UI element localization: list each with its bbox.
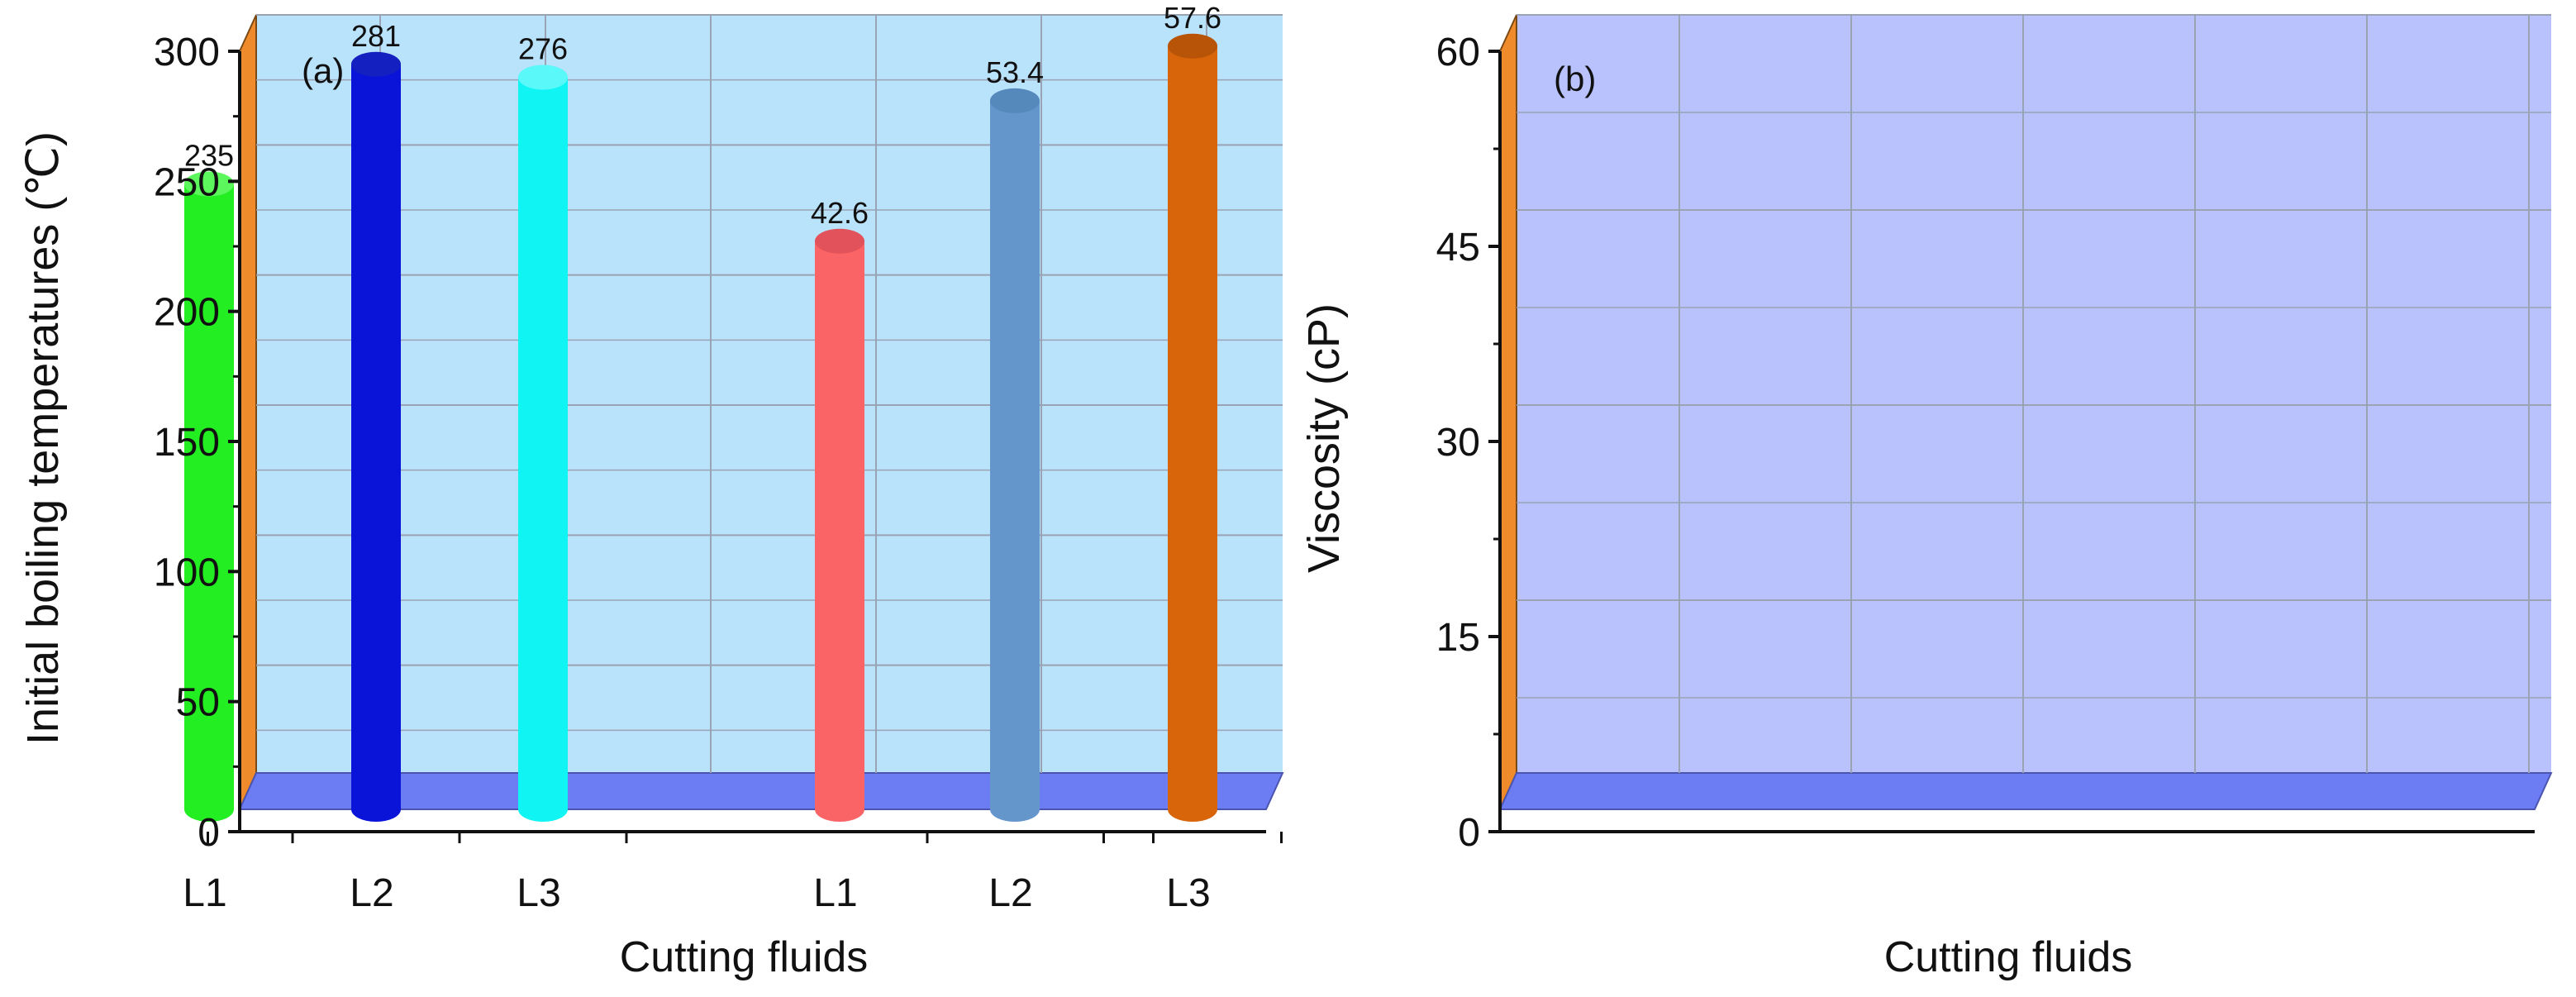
chart-panel-b: 42.6 53.4 57.6 0 15 30 45 60 L1 L2 L3 (b) Cuttin… — [811, 1, 2553, 981]
side-wall — [1499, 14, 1517, 810]
bar-body — [815, 241, 864, 822]
bar-L3 — [518, 64, 568, 822]
y-tick-label: 250 — [154, 160, 220, 204]
y-tick-label: 45 — [1436, 226, 1480, 270]
y-tick-label: 150 — [154, 421, 220, 465]
bar-value-labels: 235 281 276 — [184, 19, 568, 173]
bar-L1 — [184, 171, 234, 822]
x-tick-label: L3 — [1166, 871, 1210, 915]
bar-L1 — [815, 228, 864, 822]
panel-label: (b) — [1554, 60, 1596, 98]
x-tick-label: L2 — [988, 871, 1032, 915]
bar-body — [990, 100, 1040, 823]
x-axis-label: Cutting fluids — [1884, 933, 2133, 981]
bars — [184, 51, 568, 822]
bar-value-label: 281 — [351, 19, 401, 53]
y-tick-label: 15 — [1436, 616, 1480, 660]
x-ticks: L1 L2 L3 — [183, 832, 628, 915]
bar-top — [184, 171, 234, 197]
grid-lines — [256, 14, 1283, 773]
y-ticks: 0 15 30 45 60 — [1436, 31, 1500, 855]
x-ticks: L1 L2 L3 — [813, 832, 1283, 915]
x-axis-label: Cutting fluids — [620, 933, 869, 981]
y-tick-label: 300 — [154, 31, 220, 74]
bar-value-label: 53.4 — [986, 55, 1044, 89]
y-tick-label: 0 — [1458, 811, 1480, 855]
y-tick-label: 100 — [154, 551, 220, 594]
bar-value-label: 42.6 — [811, 196, 869, 230]
bar-top — [518, 64, 568, 90]
bars — [815, 33, 1217, 823]
bar-top — [815, 228, 864, 254]
y-ticks: 050100150200250300 — [154, 31, 240, 855]
panel-label: (a) — [302, 51, 344, 90]
x-tick-label: L1 — [813, 871, 857, 915]
y-axis-label: Initial boiling temperatures (℃) — [18, 131, 68, 745]
bar-top — [990, 88, 1040, 113]
back-wall — [1517, 15, 2551, 773]
y-axis-label: Viscosity (cP) — [1299, 303, 1349, 573]
bar-L2 — [351, 51, 401, 822]
bar-body — [351, 64, 401, 822]
bar-L2 — [990, 88, 1040, 823]
bar-body — [1168, 45, 1217, 822]
bar-value-labels: 42.6 53.4 57.6 — [811, 1, 1221, 230]
x-tick-label: L1 — [183, 871, 226, 915]
bar-top — [351, 51, 401, 77]
bar-value-label: 57.6 — [1164, 1, 1221, 35]
y-tick-label: 200 — [154, 291, 220, 335]
x-tick-label: L2 — [350, 871, 393, 915]
bar-body — [184, 184, 234, 822]
y-tick-label: 60 — [1436, 31, 1480, 74]
bar-value-label: 235 — [184, 139, 234, 173]
bar-body — [518, 77, 568, 822]
bar-L3 — [1168, 33, 1217, 822]
back-wall — [256, 15, 1283, 773]
grid-lines — [1517, 14, 2551, 773]
side-wall — [239, 14, 257, 810]
x-tick-label: L3 — [517, 871, 560, 915]
bar-value-label: 276 — [518, 32, 568, 66]
y-tick-label: 30 — [1436, 421, 1480, 465]
y-tick-label: 50 — [176, 681, 220, 725]
bar-top — [1168, 33, 1217, 59]
floor — [1498, 772, 2553, 810]
